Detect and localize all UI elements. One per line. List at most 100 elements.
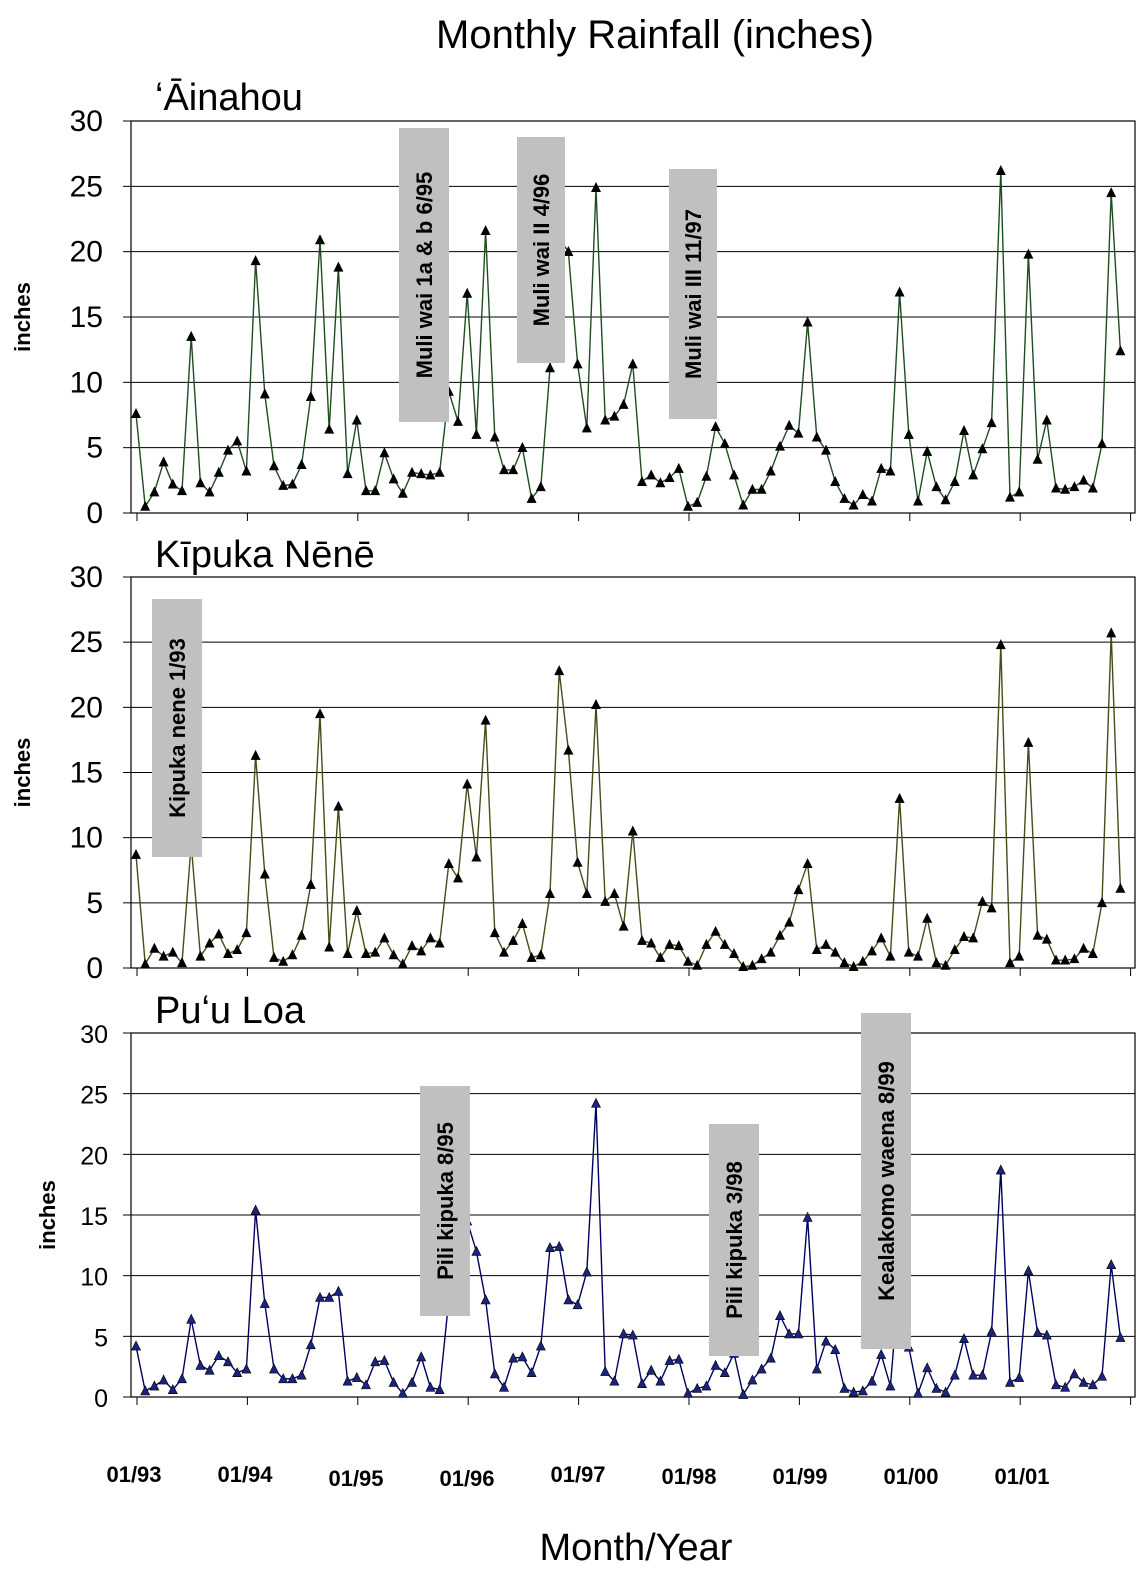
data-point bbox=[949, 475, 960, 486]
data-point bbox=[278, 479, 289, 490]
data-point bbox=[1041, 414, 1052, 425]
data-point bbox=[913, 495, 923, 506]
data-point bbox=[581, 422, 592, 433]
data-point bbox=[186, 1313, 197, 1324]
data-point bbox=[167, 478, 178, 489]
data-point bbox=[1087, 1379, 1098, 1390]
data-point bbox=[922, 445, 933, 456]
data-point bbox=[1106, 627, 1117, 638]
data-point bbox=[545, 1242, 555, 1253]
data-point bbox=[683, 1387, 693, 1398]
data-point bbox=[177, 1373, 187, 1384]
data-point bbox=[453, 415, 463, 426]
chart-panels: 0 5 10 15 20 25 30 ʻĀinahou inches Muli wai 1a & … bbox=[10, 77, 1136, 1413]
data-point bbox=[379, 447, 390, 458]
data-point bbox=[232, 944, 243, 955]
y-axis-label: inches bbox=[10, 282, 35, 352]
data-point bbox=[351, 414, 362, 425]
data-point bbox=[1087, 947, 1098, 958]
data-point bbox=[876, 932, 887, 943]
data-point bbox=[857, 1385, 868, 1396]
data-point bbox=[1005, 1376, 1015, 1387]
data-point bbox=[802, 858, 813, 869]
data-point bbox=[554, 1240, 565, 1251]
data-point bbox=[535, 1340, 546, 1351]
annotation-box: Kealakomo waena 8/99 bbox=[861, 1013, 911, 1349]
data-point bbox=[517, 1351, 528, 1362]
data-point bbox=[250, 1204, 261, 1215]
annotation-background bbox=[152, 599, 202, 857]
data-point bbox=[361, 485, 371, 496]
data-point bbox=[793, 427, 804, 438]
data-point bbox=[370, 946, 381, 957]
data-point bbox=[591, 181, 601, 192]
data-point bbox=[922, 912, 933, 923]
data-point bbox=[204, 1364, 215, 1375]
data-point bbox=[471, 428, 482, 439]
data-point bbox=[719, 938, 730, 949]
x-axis-labels: 01/93 01/94 01/95 01/96 01/97 01/98 01/99 01/00… bbox=[106, 1462, 1049, 1491]
data-point bbox=[894, 792, 905, 803]
data-point bbox=[213, 928, 224, 939]
data-point bbox=[646, 469, 657, 480]
data-point bbox=[719, 438, 730, 449]
data-point bbox=[287, 949, 298, 960]
data-point bbox=[637, 475, 647, 486]
x-tick-label: 01/97 bbox=[550, 1462, 605, 1487]
data-point bbox=[462, 778, 473, 789]
data-point bbox=[977, 443, 988, 454]
data-point bbox=[959, 425, 969, 435]
data-point bbox=[692, 496, 703, 507]
data-point bbox=[885, 465, 896, 476]
data-point bbox=[149, 1380, 160, 1391]
data-point bbox=[876, 1348, 887, 1359]
annotation-background bbox=[861, 1013, 911, 1349]
data-point bbox=[913, 1387, 923, 1398]
series-line bbox=[135, 1103, 1122, 1397]
data-point bbox=[995, 639, 1006, 650]
data-point bbox=[259, 868, 270, 879]
x-axis-label: Month/Year bbox=[540, 1527, 733, 1569]
data-point bbox=[802, 316, 813, 327]
data-point bbox=[563, 744, 574, 755]
y-tick-label: 30 bbox=[70, 105, 103, 138]
data-point bbox=[167, 946, 178, 957]
data-point bbox=[195, 950, 206, 961]
data-point bbox=[1069, 953, 1080, 964]
data-point bbox=[1106, 187, 1117, 198]
annotation-background bbox=[399, 128, 449, 422]
data-point bbox=[370, 485, 381, 496]
data-point bbox=[526, 492, 537, 503]
data-point bbox=[278, 1373, 289, 1384]
data-point bbox=[131, 408, 141, 418]
x-tick-label: 01/98 bbox=[661, 1464, 716, 1489]
data-point bbox=[830, 475, 841, 486]
data-point bbox=[701, 1380, 712, 1391]
data-point bbox=[968, 1369, 979, 1380]
data-point bbox=[195, 1359, 206, 1370]
data-point bbox=[940, 1386, 951, 1397]
data-point bbox=[241, 465, 252, 476]
y-tick-label: 0 bbox=[86, 952, 103, 985]
data-point bbox=[738, 961, 749, 971]
data-point bbox=[655, 477, 666, 488]
data-point bbox=[1069, 1368, 1080, 1379]
data-point bbox=[830, 946, 841, 957]
data-point bbox=[351, 1371, 362, 1382]
chart-title: Monthly Rainfall (inches) bbox=[436, 13, 874, 57]
data-point bbox=[903, 428, 914, 439]
data-point bbox=[995, 164, 1006, 175]
data-point bbox=[637, 1377, 647, 1388]
data-point bbox=[572, 1299, 583, 1310]
data-point bbox=[324, 1291, 335, 1302]
data-point bbox=[600, 414, 611, 425]
data-point bbox=[811, 1363, 822, 1374]
data-point bbox=[287, 478, 298, 489]
data-point bbox=[802, 1211, 813, 1222]
y-tick-label: 30 bbox=[80, 1021, 108, 1049]
data-point bbox=[784, 419, 795, 430]
data-point bbox=[646, 937, 657, 948]
data-point bbox=[959, 931, 969, 942]
data-point bbox=[526, 1367, 537, 1378]
